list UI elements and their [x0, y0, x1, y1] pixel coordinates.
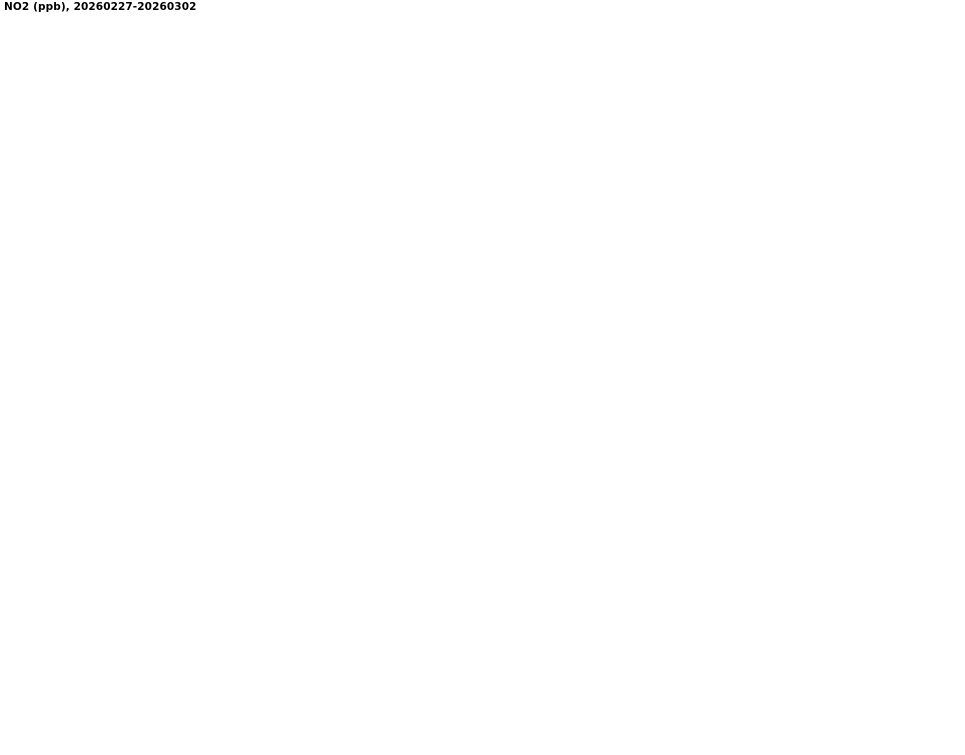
- page-title: NO2 (ppb), 20260227-20260302: [4, 1, 197, 13]
